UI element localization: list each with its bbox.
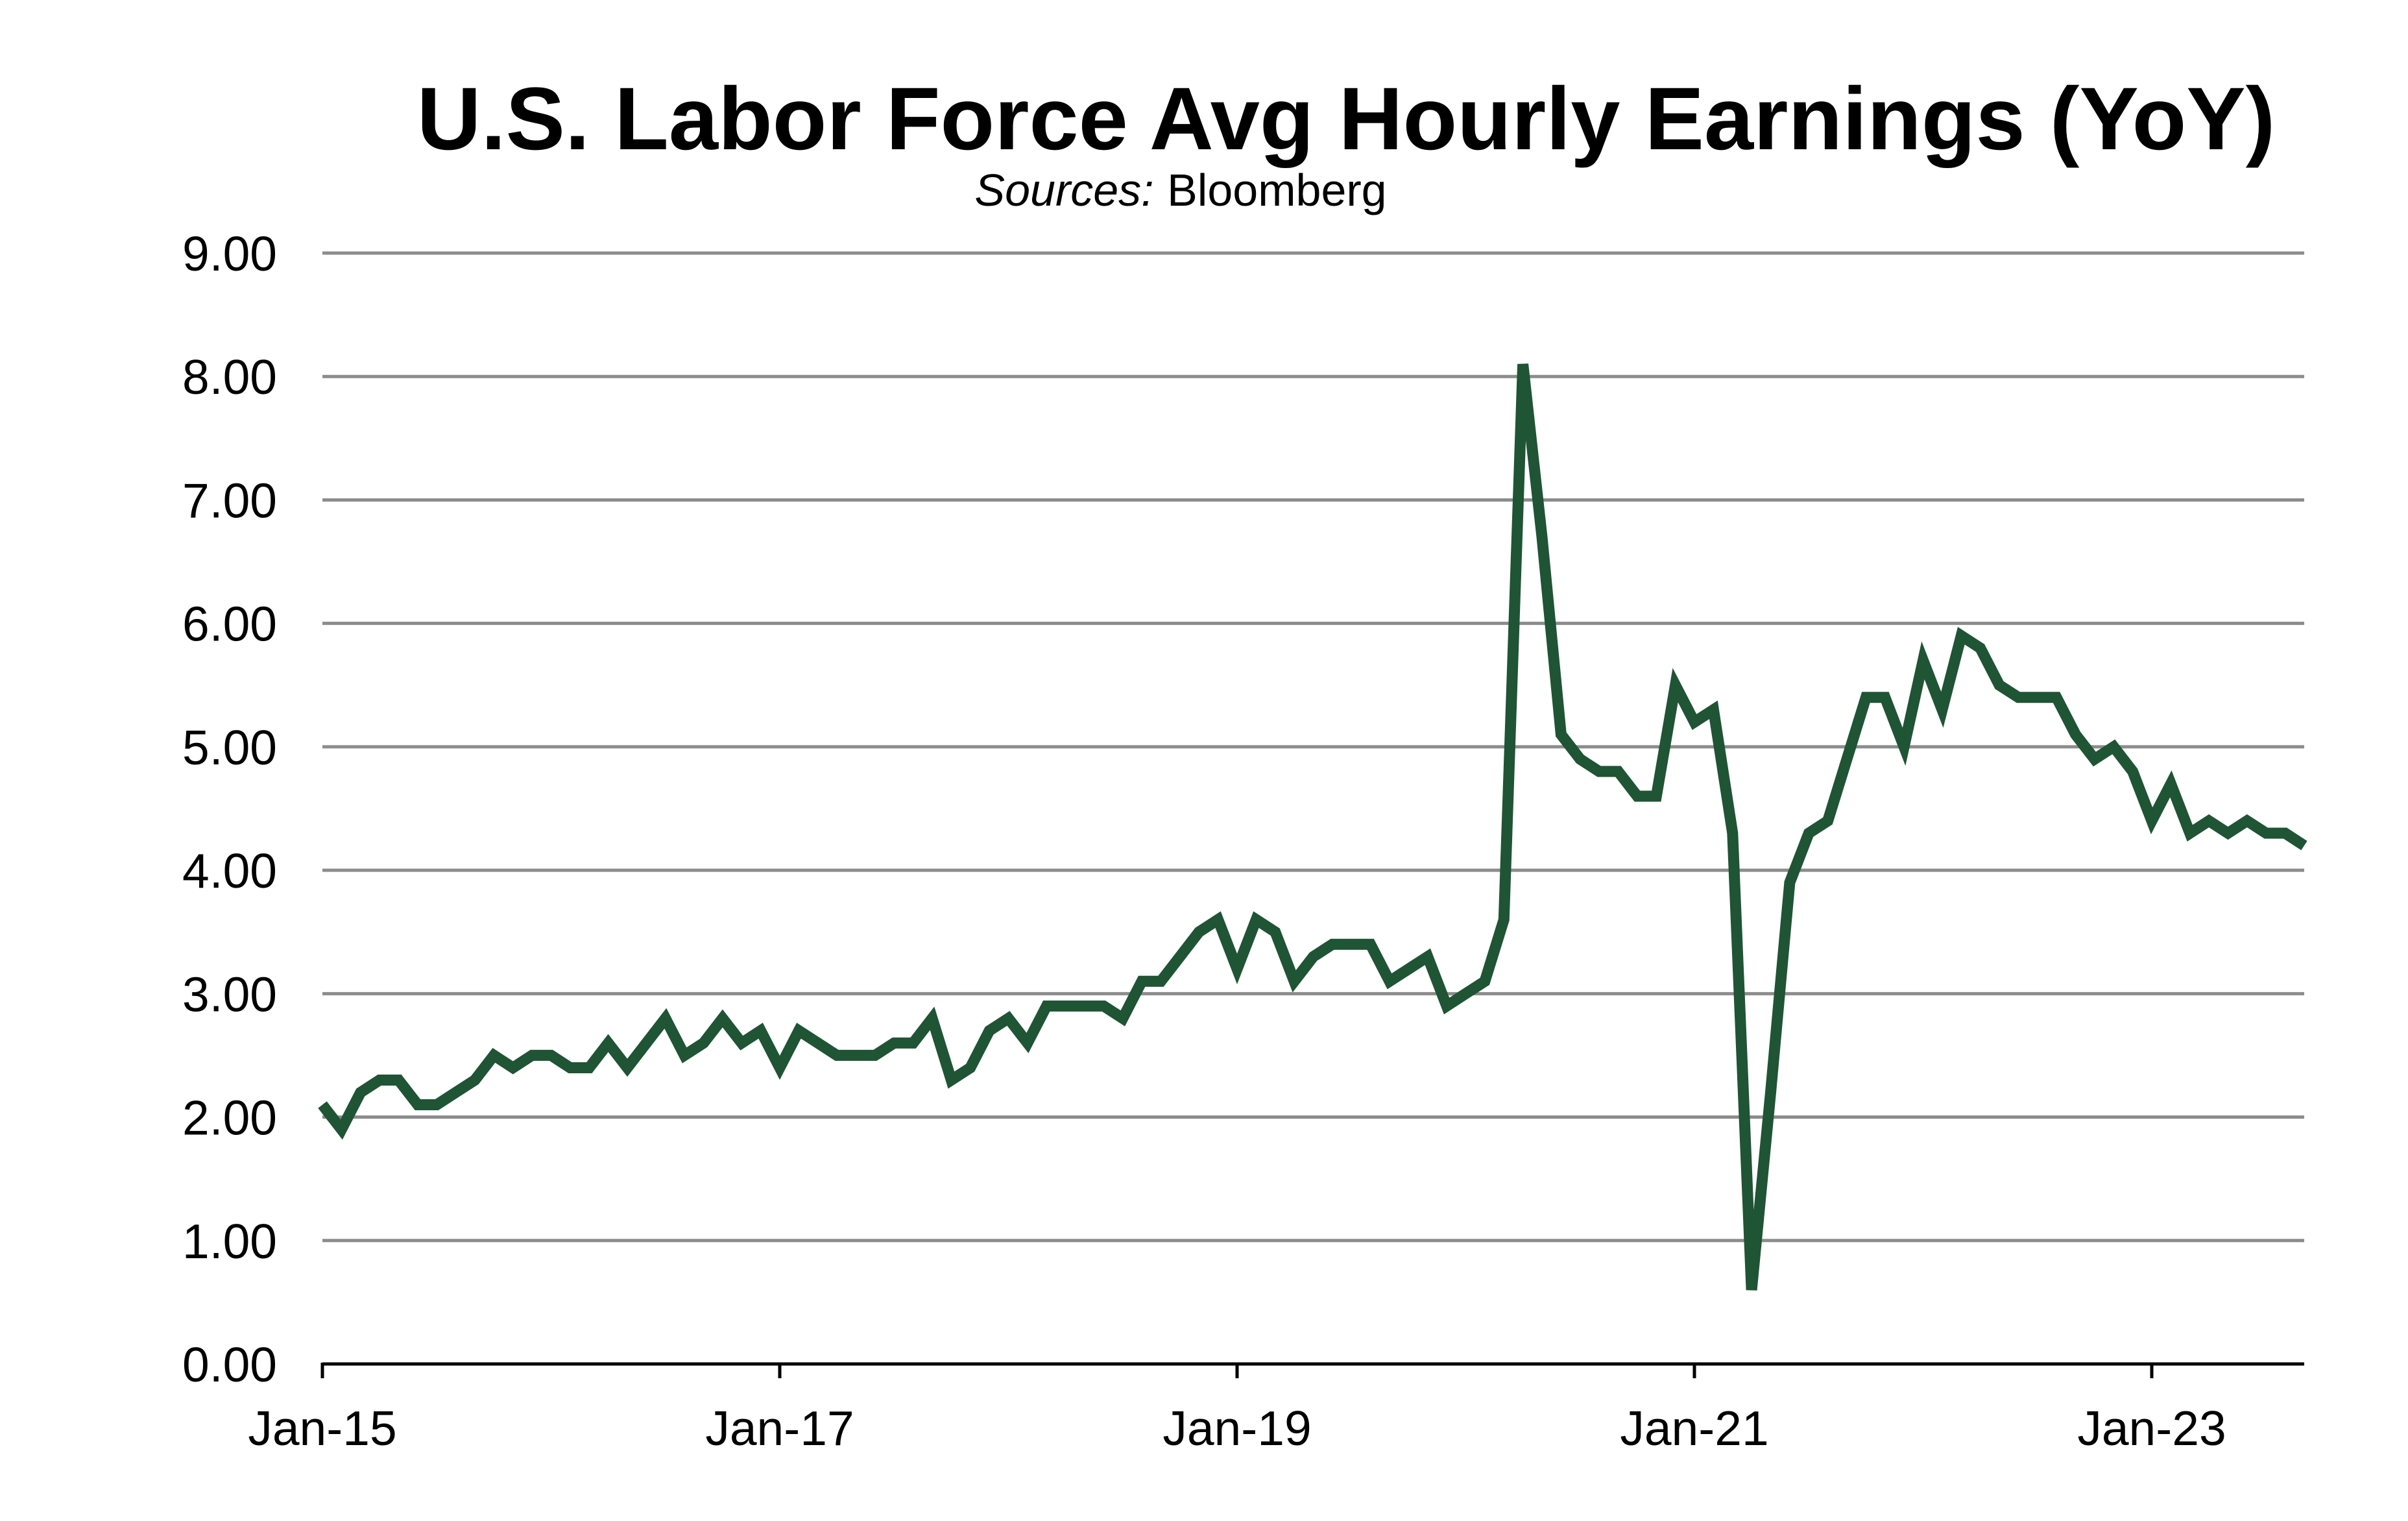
chart-subtitle: Sources: Bloomberg (974, 165, 1386, 215)
subtitle-source: Bloomberg (1167, 165, 1387, 215)
x-tick-label: Jan-19 (1162, 1401, 1311, 1455)
plot-ticks (320, 1362, 2304, 1378)
plot-series (318, 363, 2307, 1291)
y-tick-label: 4.00 (182, 844, 277, 898)
y-tick-label: 2.00 (182, 1091, 277, 1145)
plot-labels: 0.00 1.00 2.00 3.00 4.00 5.00 6.00 7.00 8.00 9.00… (182, 226, 2226, 1455)
y-tick-label: 8.00 (182, 350, 277, 404)
y-tick-label: 1.00 (182, 1214, 277, 1269)
y-tick-label: 9.00 (182, 226, 277, 281)
y-tick-label: 5.00 (182, 720, 277, 775)
subtitle-prefix: Sources: (974, 165, 1153, 215)
x-tick-label: Jan-21 (1620, 1401, 1768, 1455)
y-tick-label: 7.00 (182, 473, 277, 528)
y-tick-label: 0.00 (182, 1337, 277, 1392)
x-tick-label: Jan-17 (705, 1401, 854, 1455)
series-line-0 (318, 363, 2307, 1291)
chart-title: U.S. Labor Force Avg Hourly Earnings (Yo… (417, 69, 2276, 169)
y-tick-label: 3.00 (182, 967, 277, 1021)
x-tick-label: Jan-15 (248, 1401, 396, 1455)
y-tick-label: 6.00 (182, 597, 277, 651)
x-tick-label: Jan-23 (2077, 1401, 2226, 1455)
plot-grid (322, 251, 2304, 1243)
